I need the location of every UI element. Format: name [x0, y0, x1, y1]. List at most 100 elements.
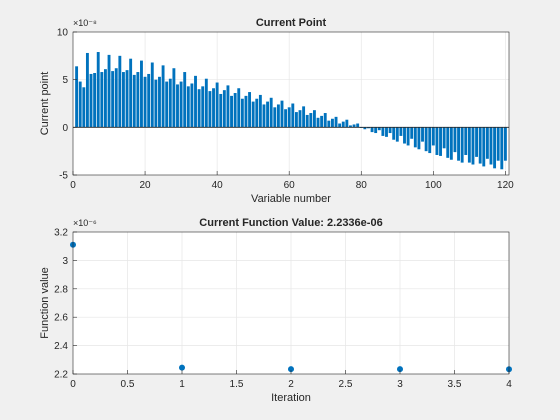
bar [208, 91, 212, 128]
x-tick-label: 4 [506, 379, 512, 390]
bar [255, 98, 259, 128]
y-tick-label: 2.2 [54, 370, 68, 381]
bar [294, 112, 298, 128]
axis-ticks: 0 0.5 1 1.5 2 2.5 3 3.5 4 2.2 2.4 2.6 2.8 3 3.2 [54, 228, 512, 391]
bar [338, 123, 342, 128]
bar [500, 127, 504, 170]
bar [222, 90, 226, 128]
x-tick-label: 100 [425, 180, 442, 191]
bar [140, 60, 143, 128]
bar [478, 127, 482, 164]
bar [431, 127, 435, 146]
bar [489, 127, 493, 165]
bar [165, 81, 169, 128]
data-point [397, 366, 403, 373]
bar [273, 107, 277, 128]
bar [176, 84, 179, 128]
y-axis-exponent: ×10⁻⁸ [73, 18, 97, 28]
bar [161, 65, 165, 128]
x-tick-label: 80 [356, 180, 368, 191]
bar [179, 81, 183, 128]
bar [114, 68, 118, 128]
bar [197, 89, 201, 128]
bar [154, 79, 158, 128]
bar [230, 95, 233, 128]
bar [349, 125, 352, 128]
bar [302, 106, 306, 128]
function-value-chart: 0 0.5 1 1.5 2 2.5 3 3.5 4 2.2 2.4 2.6 2.8 3 3.2 Curren… [39, 217, 512, 404]
x-tick-label: 40 [212, 180, 224, 191]
bar [132, 74, 136, 128]
bar [392, 127, 396, 140]
bar [424, 127, 428, 152]
bar [212, 88, 215, 128]
bar [381, 127, 385, 136]
bar [341, 121, 345, 128]
bar [367, 127, 370, 129]
bar [330, 118, 334, 128]
bar [435, 127, 439, 155]
bar [334, 116, 338, 128]
bar [186, 86, 190, 128]
bar [475, 127, 479, 157]
bar [129, 58, 133, 128]
bar [323, 113, 327, 128]
y-tick-label: 10 [57, 28, 69, 39]
bar [327, 120, 331, 128]
bar [287, 107, 291, 128]
bar [403, 127, 406, 144]
bar [298, 110, 302, 128]
bar [413, 127, 417, 148]
bar [312, 110, 316, 128]
bar [251, 101, 255, 128]
y-tick-label: 2.6 [54, 313, 68, 324]
bar [93, 72, 97, 128]
y-axis-exponent: ×10⁻⁶ [73, 218, 97, 228]
chart-title: Current Point [256, 17, 327, 29]
bar [460, 127, 464, 163]
bar [442, 127, 446, 149]
bar [78, 81, 82, 128]
x-tick-label: 2.5 [339, 379, 353, 390]
bar [388, 127, 392, 134]
y-tick-label: 0 [62, 123, 68, 134]
bar [183, 72, 187, 128]
bar [406, 127, 410, 146]
data-point [179, 364, 185, 371]
x-tick-label: 1.5 [230, 379, 244, 390]
bar [266, 101, 270, 128]
x-axis-label: Variable number [251, 193, 331, 205]
bar [233, 93, 237, 128]
bar [320, 115, 324, 128]
axes-box [72, 31, 510, 176]
bar [107, 54, 111, 128]
bar [395, 127, 399, 142]
bar [410, 127, 414, 139]
bar [421, 127, 424, 142]
bar [417, 127, 421, 150]
chart-title: Current Function Value: 2.2336e-06 [199, 217, 382, 229]
bar [103, 69, 107, 128]
x-tick-label: 3.5 [448, 379, 462, 390]
bar [309, 113, 313, 128]
y-tick-label: 2.4 [54, 341, 68, 352]
bar [385, 127, 388, 137]
bar [147, 73, 151, 128]
bar [356, 123, 360, 128]
bar [190, 83, 194, 128]
bar [240, 98, 244, 128]
bar [237, 88, 241, 128]
y-tick-label: 2.8 [54, 284, 68, 295]
bar [143, 76, 147, 128]
bar [226, 85, 230, 128]
bar [284, 109, 288, 128]
bar [122, 72, 125, 128]
bar [248, 92, 252, 128]
data-point [288, 366, 294, 373]
bar [496, 127, 500, 161]
bar [201, 86, 205, 128]
bar [136, 72, 140, 128]
bar [96, 52, 100, 128]
bar [453, 127, 457, 153]
